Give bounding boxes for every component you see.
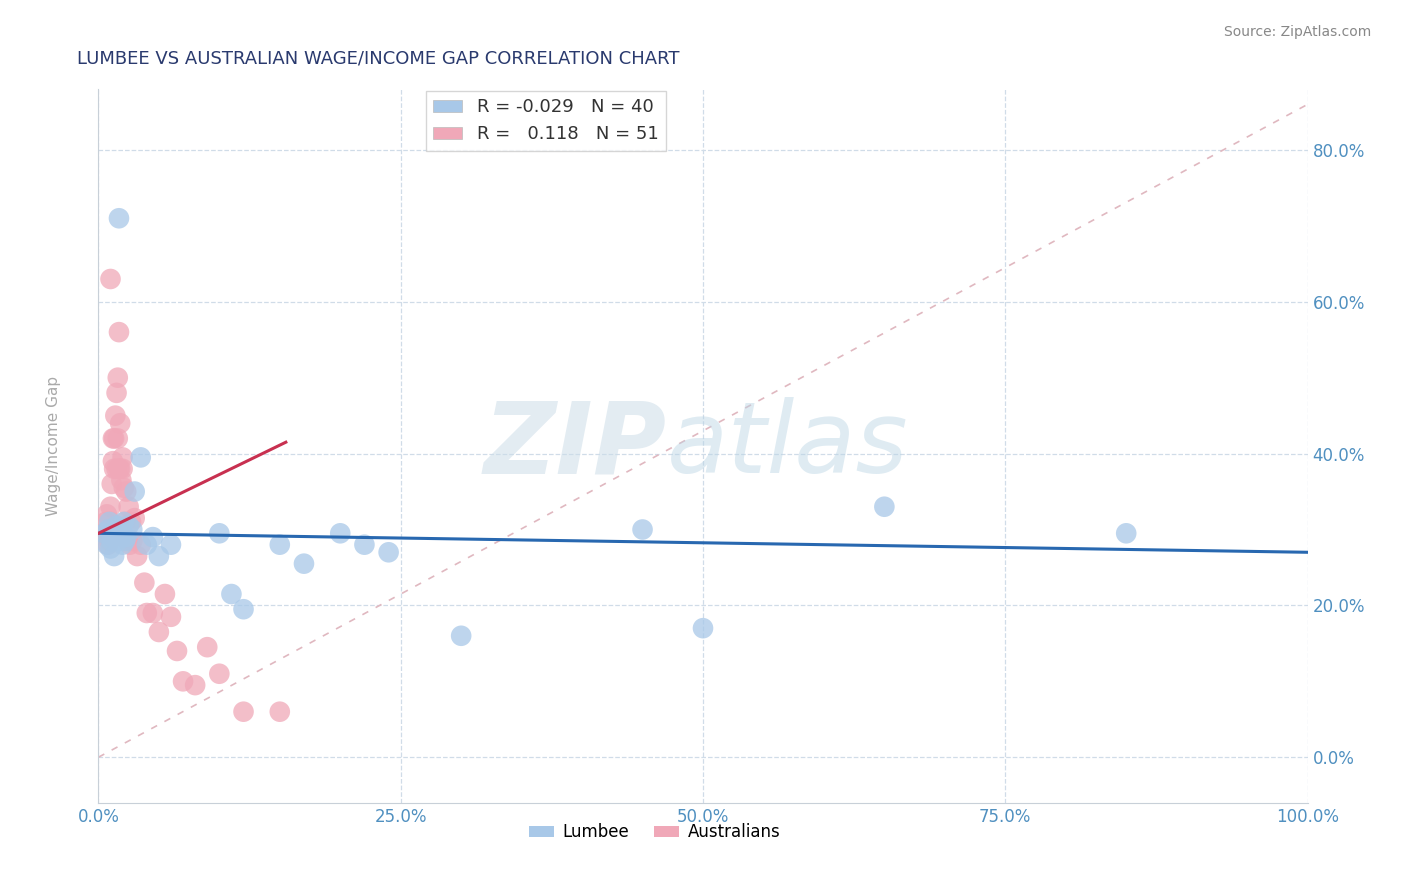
Point bbox=[115, 484, 138, 499]
Point bbox=[232, 602, 254, 616]
Point bbox=[112, 515, 135, 529]
Point bbox=[105, 518, 128, 533]
Point bbox=[98, 515, 121, 529]
Point bbox=[329, 526, 352, 541]
Point bbox=[111, 450, 134, 465]
Point bbox=[148, 549, 170, 563]
Point bbox=[134, 575, 156, 590]
Text: ZIP: ZIP bbox=[484, 398, 666, 494]
Point bbox=[108, 523, 131, 537]
Point bbox=[108, 462, 131, 476]
Point bbox=[110, 530, 132, 544]
Point bbox=[208, 666, 231, 681]
Text: atlas: atlas bbox=[666, 398, 908, 494]
Point bbox=[124, 511, 146, 525]
Point bbox=[269, 705, 291, 719]
Point bbox=[101, 454, 124, 468]
Point bbox=[110, 473, 132, 487]
Text: Source: ZipAtlas.com: Source: ZipAtlas.com bbox=[1223, 25, 1371, 39]
Point bbox=[221, 587, 243, 601]
Point bbox=[292, 557, 315, 571]
Point bbox=[121, 533, 143, 548]
Point bbox=[100, 523, 122, 537]
Point bbox=[101, 431, 124, 445]
Point bbox=[160, 609, 183, 624]
Point bbox=[108, 416, 131, 430]
Point bbox=[166, 644, 188, 658]
Point bbox=[115, 530, 138, 544]
Point bbox=[118, 538, 141, 552]
Point bbox=[692, 621, 714, 635]
Point bbox=[142, 530, 165, 544]
Point bbox=[96, 538, 118, 552]
Point bbox=[121, 523, 143, 537]
Point bbox=[107, 533, 129, 548]
Point bbox=[96, 508, 118, 522]
Point bbox=[117, 533, 139, 548]
Point bbox=[873, 500, 896, 514]
Point bbox=[118, 518, 141, 533]
Point bbox=[135, 538, 157, 552]
Point bbox=[450, 629, 472, 643]
Point bbox=[100, 272, 122, 286]
Point bbox=[129, 538, 152, 552]
Point bbox=[184, 678, 207, 692]
Point bbox=[377, 545, 399, 559]
Point bbox=[107, 370, 129, 384]
Point bbox=[100, 500, 122, 514]
Point bbox=[111, 526, 134, 541]
Point bbox=[135, 606, 157, 620]
Point bbox=[103, 431, 125, 445]
Point bbox=[195, 640, 218, 655]
Point bbox=[232, 705, 254, 719]
Legend: Lumbee, Australians: Lumbee, Australians bbox=[523, 817, 787, 848]
Text: Wage/Income Gap: Wage/Income Gap bbox=[46, 376, 60, 516]
Point bbox=[93, 526, 115, 541]
Point bbox=[142, 606, 165, 620]
Point bbox=[160, 538, 183, 552]
Point bbox=[124, 484, 146, 499]
Point bbox=[103, 462, 125, 476]
Point bbox=[108, 325, 131, 339]
Point bbox=[114, 515, 136, 529]
Point bbox=[208, 526, 231, 541]
Point bbox=[100, 477, 122, 491]
Point bbox=[111, 462, 134, 476]
Point bbox=[118, 500, 141, 514]
Point bbox=[114, 533, 136, 548]
Point bbox=[107, 431, 129, 445]
Point bbox=[104, 409, 127, 423]
Point bbox=[100, 515, 122, 529]
Point bbox=[101, 530, 124, 544]
Point bbox=[153, 587, 176, 601]
Point bbox=[103, 549, 125, 563]
Point bbox=[94, 515, 117, 529]
Point bbox=[353, 538, 375, 552]
Point bbox=[127, 549, 149, 563]
Point bbox=[93, 526, 115, 541]
Point bbox=[98, 533, 121, 548]
Point bbox=[100, 526, 122, 541]
Point bbox=[112, 481, 135, 495]
Point bbox=[97, 523, 120, 537]
Point bbox=[172, 674, 194, 689]
Text: LUMBEE VS AUSTRALIAN WAGE/INCOME GAP CORRELATION CHART: LUMBEE VS AUSTRALIAN WAGE/INCOME GAP COR… bbox=[77, 49, 681, 67]
Point bbox=[97, 538, 120, 552]
Point bbox=[100, 541, 122, 556]
Point bbox=[108, 462, 131, 476]
Point bbox=[269, 538, 291, 552]
Point bbox=[105, 385, 128, 400]
Point bbox=[105, 462, 128, 476]
Point bbox=[111, 538, 134, 552]
Point bbox=[129, 450, 152, 465]
Point bbox=[631, 523, 654, 537]
Point bbox=[108, 211, 131, 226]
Point bbox=[120, 515, 142, 529]
Point bbox=[97, 523, 120, 537]
Point bbox=[148, 625, 170, 640]
Point bbox=[100, 533, 122, 548]
Point bbox=[1115, 526, 1137, 541]
